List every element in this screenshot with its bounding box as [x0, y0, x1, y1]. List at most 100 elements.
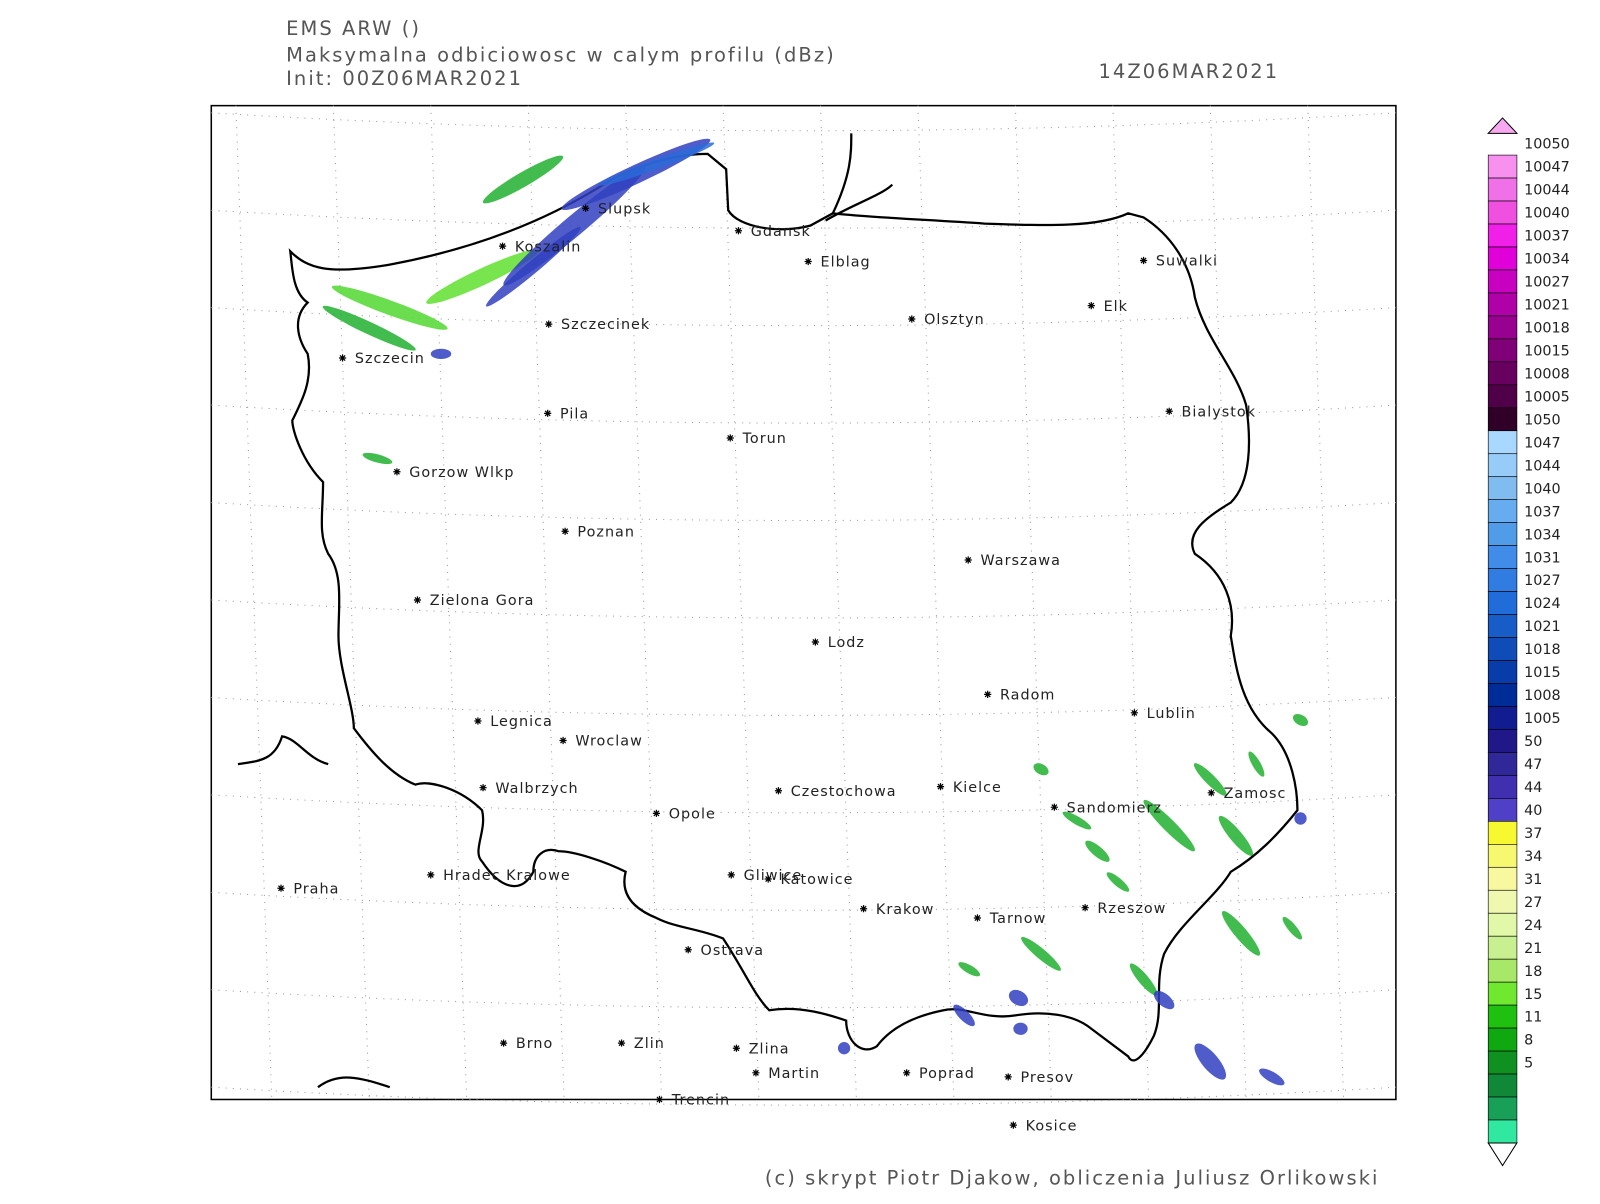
city-marker: [859, 905, 868, 913]
colorbar-label: 1037: [1524, 504, 1561, 520]
colorbar-label: 1031: [1524, 550, 1561, 566]
echo: [1143, 799, 1195, 852]
city-label: Gliwice: [744, 868, 803, 884]
echo: [362, 452, 393, 465]
meridian: [1014, 105, 1052, 1100]
echo: [1008, 989, 1029, 1007]
city-marker: [684, 946, 692, 954]
city-marker: [1081, 904, 1089, 912]
city-label: Czestochowa: [791, 784, 897, 800]
echo: [1259, 1068, 1285, 1086]
colorbar-label: 27: [1524, 895, 1542, 911]
city-marker: [727, 871, 735, 879]
colorbar-label: 10050: [1524, 137, 1570, 153]
colorbar-swatch: [1487, 1027, 1518, 1052]
city-marker: [393, 468, 401, 476]
colorbar-swatch: [1487, 637, 1518, 661]
city-label: Trencin: [671, 1093, 730, 1109]
echo: [1085, 840, 1110, 862]
city-marker: [652, 809, 660, 817]
city-label: Zlin: [634, 1036, 665, 1052]
city-marker: [774, 787, 783, 795]
city-marker: [559, 736, 567, 745]
echo: [486, 226, 581, 307]
echo: [1129, 963, 1158, 996]
city-label: Gdansk: [751, 224, 811, 240]
colorbar-label: 47: [1524, 757, 1542, 773]
model-name: EMS ARW (): [286, 17, 421, 40]
borders: [237, 133, 1299, 1089]
echo: [598, 142, 715, 186]
echoes: [322, 138, 1309, 1086]
colorbar-label: 1021: [1524, 619, 1561, 635]
colorbar-swatch: [1487, 1096, 1518, 1121]
colorbar-label: 1040: [1524, 481, 1561, 497]
city-label: Zlina: [749, 1041, 790, 1057]
echo: [331, 285, 448, 330]
echo: [1282, 916, 1303, 940]
echo: [1294, 812, 1307, 825]
city-label: Krakow: [876, 902, 935, 918]
colorbar-label: 10005: [1524, 389, 1570, 405]
city-label: Wroclaw: [575, 734, 642, 750]
echo: [1292, 713, 1309, 727]
meridian: [625, 105, 663, 1100]
city-label: Bialystok: [1182, 404, 1257, 420]
city-marker: [964, 556, 972, 564]
colorbar-swatch: [1487, 407, 1518, 432]
echo: [1033, 763, 1049, 776]
city-marker: [1004, 1073, 1012, 1081]
city-label: Warszawa: [981, 553, 1061, 569]
colorbar-swatch: [1487, 522, 1518, 546]
colorbar-arrow: [1487, 1142, 1518, 1167]
meridian: [820, 105, 857, 1100]
colorbar-label: 1015: [1524, 665, 1561, 681]
city-marker: [1130, 709, 1138, 717]
echo: [1106, 872, 1130, 892]
colorbar-label: 10034: [1524, 252, 1570, 268]
city-label: Szczecinek: [561, 317, 650, 333]
city-label: Elblag: [821, 255, 871, 271]
colorbar-swatch: [1487, 315, 1518, 340]
colorbar-swatch: [1487, 292, 1518, 317]
city-marker: [474, 717, 482, 725]
colorbar-label: 37: [1524, 826, 1542, 842]
colorbar-label: 15: [1524, 987, 1542, 1003]
city-marker: [277, 884, 285, 892]
colorbar-swatch: [1487, 798, 1518, 822]
city-marker: [804, 257, 812, 266]
colorbar-label: 10027: [1524, 275, 1570, 291]
city-marker: [752, 1069, 760, 1077]
colorbar-label: 10040: [1524, 206, 1570, 222]
colorbar-swatch: [1487, 912, 1518, 937]
colorbar-swatch: [1487, 683, 1518, 707]
city-marker: [561, 527, 569, 535]
colorbar-label: 8: [1524, 1033, 1533, 1049]
colorbar-swatch: [1487, 591, 1518, 615]
city-label: Praha: [293, 881, 339, 897]
echo: [482, 155, 564, 204]
colorbar-label: 11: [1524, 1010, 1542, 1026]
meridian: [1209, 105, 1247, 1100]
city-label: Walbrzych: [495, 781, 578, 797]
city-label: Koszalin: [515, 239, 582, 255]
colorbar-swatch: [1487, 821, 1518, 845]
city-label: Radom: [1000, 687, 1055, 703]
colorbar-label: 10018: [1524, 321, 1570, 337]
colorbar-label: 1024: [1524, 596, 1561, 612]
echo: [426, 249, 538, 304]
city-label: Gorzow Wlkp: [409, 465, 514, 481]
colorbar-label: 34: [1524, 849, 1542, 865]
meridian: [430, 105, 468, 1100]
colorbar-swatch: [1487, 430, 1518, 455]
colorbar-label: 10037: [1524, 229, 1570, 245]
colorbar-swatch: [1487, 338, 1518, 363]
colorbar-label: 5: [1524, 1056, 1533, 1072]
colorbar-label: 1027: [1524, 573, 1561, 589]
colorbar-label: 10047: [1524, 160, 1570, 176]
city-label: Rzeszow: [1097, 901, 1166, 917]
cities: Slupsk Koszalin Gdansk Elblag Suwalki Elk Olsz…: [277, 201, 1285, 1134]
echo: [953, 1004, 975, 1027]
city-marker: [413, 596, 422, 604]
echo: [1153, 990, 1175, 1010]
